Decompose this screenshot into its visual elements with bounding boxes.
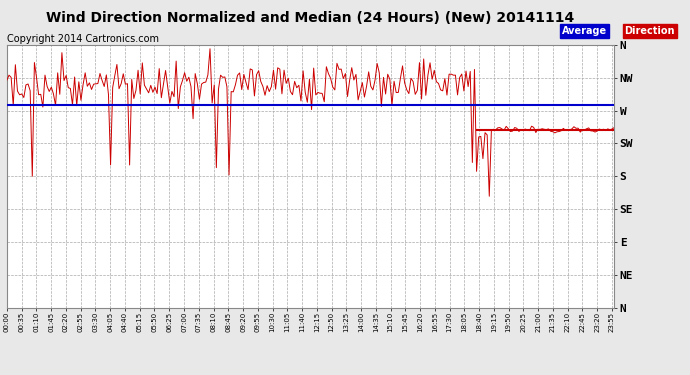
Text: Direction: Direction <box>624 26 675 36</box>
Text: Copyright 2014 Cartronics.com: Copyright 2014 Cartronics.com <box>7 34 159 44</box>
Text: Wind Direction Normalized and Median (24 Hours) (New) 20141114: Wind Direction Normalized and Median (24… <box>46 11 575 25</box>
Text: Average: Average <box>562 26 607 36</box>
